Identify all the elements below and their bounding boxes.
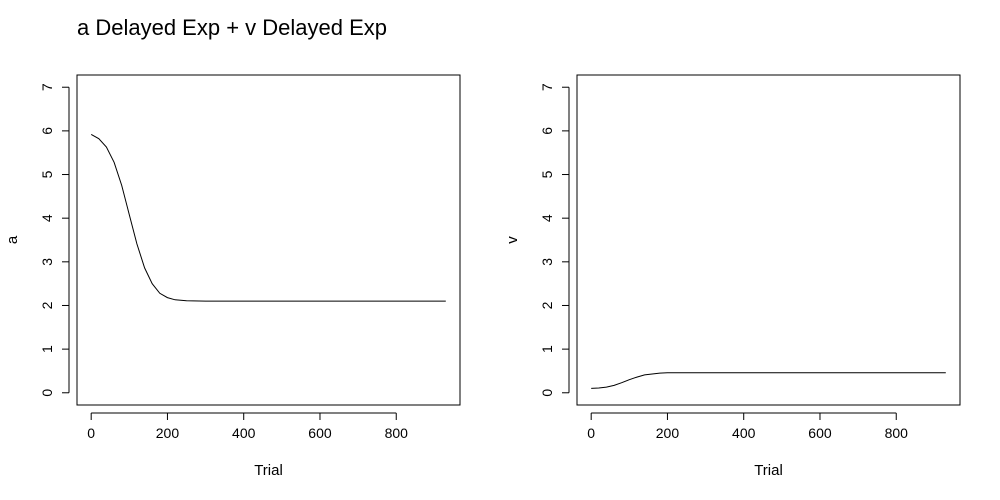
panel-a-series-line [90, 133, 446, 302]
panel-a-y-axis-title: a [4, 235, 21, 244]
panel-v-x-axis-title: Trial [754, 462, 783, 479]
panel-v-y-tick-label: 0 [539, 389, 555, 397]
panel-v-x-tick-label: 400 [732, 425, 756, 441]
panel-v-y-tick-label: 2 [539, 301, 555, 309]
panel-v-x-tick-label: 800 [885, 425, 909, 441]
panel-a-x-tick-label: 600 [308, 425, 332, 441]
panel-a-chart: 0 200 400 600 800 0 1 2 3 4 5 6 7 Trial a [4, 74, 461, 479]
panel-v-y-tick-label: 3 [539, 258, 555, 266]
panel-a-x-tick-label: 200 [156, 425, 180, 441]
figure-title: a Delayed Exp + v Delayed Exp [77, 15, 387, 40]
panel-v-y-tick-label: 7 [539, 83, 555, 91]
panel-a-x-axis-title: Trial [254, 462, 283, 479]
panel-a-y-tick-label: 5 [39, 170, 55, 178]
panel-v-x-tick-label: 0 [587, 425, 595, 441]
panel-v-y-tick-label: 6 [539, 127, 555, 135]
panel-v-y-tick-label: 4 [539, 214, 555, 222]
panel-a-y-tick-label: 1 [39, 345, 55, 353]
panel-v-y-tick-label: 5 [539, 170, 555, 178]
panel-a-x-tick-label: 800 [385, 425, 409, 441]
panel-v-chart: 0 200 400 600 800 0 1 2 3 4 5 6 7 Trial v [504, 74, 961, 479]
panel-a-y-tick-label: 4 [39, 214, 55, 222]
panel-v-series-line [591, 372, 946, 389]
panel-a-y-tick-label: 3 [39, 258, 55, 266]
panel-v-y-tick-label: 1 [539, 345, 555, 353]
panel-v-x-tick-label: 600 [808, 425, 832, 441]
panel-a-x-tick-label: 400 [232, 425, 256, 441]
panel-a-plot-frame [76, 74, 461, 406]
panel-a-y-tick-label: 0 [39, 389, 55, 397]
panel-v-x-tick-label: 200 [656, 425, 680, 441]
panel-a-y-tick-label: 2 [39, 301, 55, 309]
panel-a-x-tick-label: 0 [87, 425, 95, 441]
panel-a-y-tick-label: 7 [39, 83, 55, 91]
panel-v-plot-frame [576, 74, 961, 406]
panel-v-y-axis-title: v [504, 236, 521, 244]
panel-a-y-tick-label: 6 [39, 127, 55, 135]
